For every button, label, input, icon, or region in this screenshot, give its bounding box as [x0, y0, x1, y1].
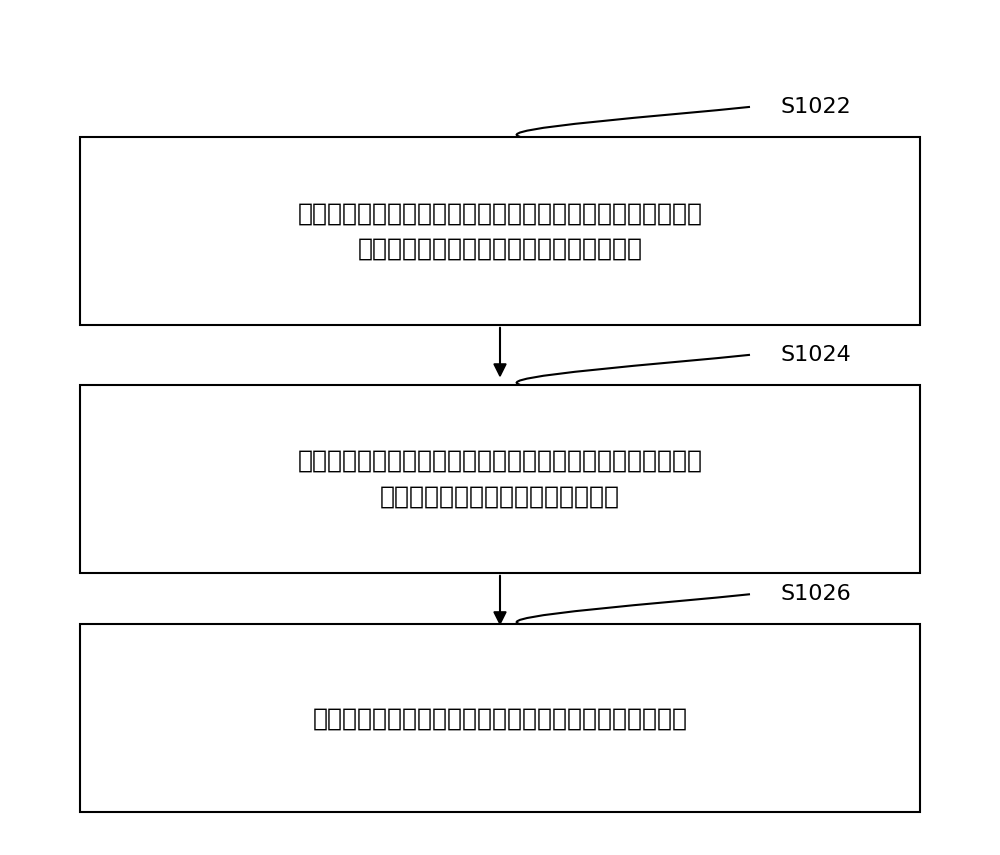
Text: S1026: S1026 [780, 584, 851, 604]
Text: S1024: S1024 [780, 345, 851, 365]
Text: 对所述目标平滑图像进行二值化处理得到目标二值化图像，确
定所述目标二值化图像的连通域信息: 对所述目标平滑图像进行二值化处理得到目标二值化图像，确 定所述目标二值化图像的连… [298, 449, 702, 509]
FancyBboxPatch shape [80, 385, 920, 573]
Text: 根据所述连通域信息确定所述待检测纸币中是否存在裂痕: 根据所述连通域信息确定所述待检测纸币中是否存在裂痕 [312, 706, 688, 730]
FancyBboxPatch shape [80, 624, 920, 812]
Text: 获取待检测纸币的透射图像作为目标待检测图像，对所述目标
待检测图像进行平滑处理得到目标平滑图像: 获取待检测纸币的透射图像作为目标待检测图像，对所述目标 待检测图像进行平滑处理得… [298, 201, 702, 261]
FancyBboxPatch shape [80, 137, 920, 325]
Text: S1022: S1022 [780, 97, 851, 117]
